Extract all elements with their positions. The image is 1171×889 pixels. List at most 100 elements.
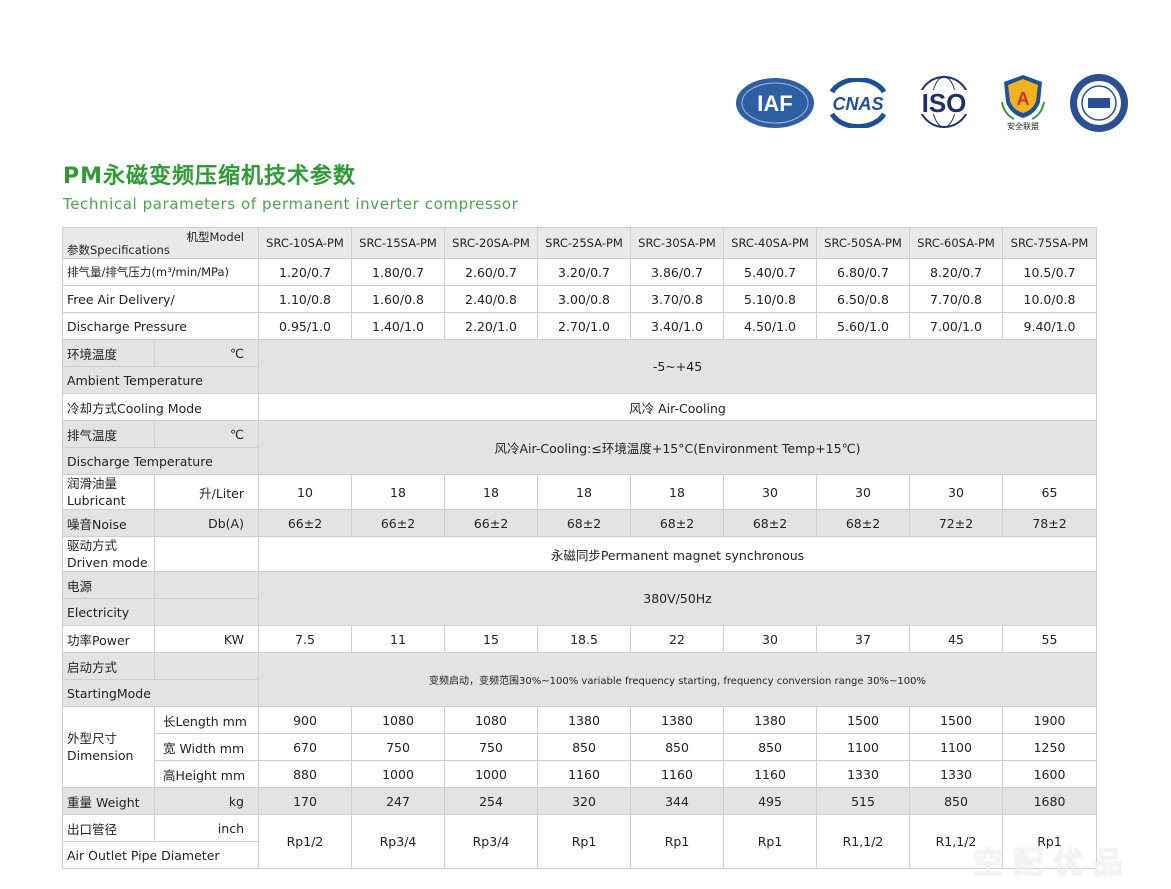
table-cell: R1,1/2 bbox=[909, 814, 1003, 869]
table-header-row: 机型Model 参数Specifications SRC-10SA-PM SRC… bbox=[62, 227, 1097, 259]
table-row: 噪音Noise Db(A) 66±2 66±2 66±2 68±2 68±2 6… bbox=[62, 509, 1097, 537]
merged-value-cell: 变频启动，变频范围30%~100% variable frequency sta… bbox=[258, 652, 1097, 707]
table-row: Electricity bbox=[62, 598, 1097, 626]
iaf-logo-icon: IAF bbox=[734, 76, 816, 130]
table-cell: 22 bbox=[630, 625, 724, 653]
shield-letter: A bbox=[1017, 89, 1030, 109]
table-row: StartingMode bbox=[62, 679, 1097, 707]
table-cell: 515 bbox=[816, 787, 910, 815]
model-header: SRC-75SA-PM bbox=[1002, 227, 1097, 259]
header-spec-label: 参数Specifications bbox=[67, 243, 170, 257]
page-title: PM永磁变频压缩机技术参数 bbox=[63, 164, 357, 189]
row-label-cn: 润滑油量 bbox=[67, 476, 118, 491]
table-cell: 1380 bbox=[537, 706, 631, 734]
table-cell: 30 bbox=[723, 474, 817, 510]
model-header: SRC-15SA-PM bbox=[351, 227, 445, 259]
table-cell: 1.20/0.7 bbox=[258, 258, 352, 286]
table-cell: Rp3/4 bbox=[351, 814, 445, 869]
row-label-cn: 外型尺寸 bbox=[67, 731, 118, 746]
table-cell: 900 bbox=[258, 706, 352, 734]
page-subtitle: Technical parameters of permanent invert… bbox=[63, 195, 519, 213]
row-label-cn: 驱动方式 bbox=[67, 538, 118, 553]
row-label: 出口管径 bbox=[62, 814, 155, 842]
table-cell: 750 bbox=[351, 733, 445, 761]
row-unit bbox=[154, 536, 259, 572]
table-cell: 3.70/0.8 bbox=[630, 285, 724, 313]
model-header: SRC-60SA-PM bbox=[909, 227, 1003, 259]
table-cell: 68±2 bbox=[723, 509, 817, 537]
table-row: Discharge Pressure 0.95/1.0 1.40/1.0 2.2… bbox=[62, 312, 1097, 340]
row-label: 冷却方式Cooling Mode bbox=[62, 393, 259, 421]
iaf-logo-text: IAF bbox=[757, 91, 792, 116]
model-header: SRC-25SA-PM bbox=[537, 227, 631, 259]
table-cell: 2.70/1.0 bbox=[537, 312, 631, 340]
table-cell: R1,1/2 bbox=[816, 814, 910, 869]
model-header: SRC-20SA-PM bbox=[444, 227, 538, 259]
iso-logo-text: ISO bbox=[922, 88, 967, 118]
merged-value-cell: 380V/50Hz bbox=[258, 571, 1097, 626]
table-cell: 18 bbox=[351, 474, 445, 510]
table-cell: 1380 bbox=[630, 706, 724, 734]
table-row: 环境温度 ℃ -5~+45 bbox=[62, 339, 1097, 394]
table-cell: 66±2 bbox=[444, 509, 538, 537]
table-cell: 65 bbox=[1002, 474, 1097, 510]
table-cell: 170 bbox=[258, 787, 352, 815]
safety-alliance-shield-icon: A 安全联盟 bbox=[998, 72, 1048, 132]
table-cell: 1500 bbox=[816, 706, 910, 734]
table-cell: 850 bbox=[630, 733, 724, 761]
table-cell: 1500 bbox=[909, 706, 1003, 734]
row-label-en: Dimension bbox=[67, 748, 134, 763]
table-cell: 1000 bbox=[444, 760, 538, 788]
spec-table: 机型Model 参数Specifications SRC-10SA-PM SRC… bbox=[62, 227, 1097, 869]
table-cell: 10 bbox=[258, 474, 352, 510]
table-cell: 11 bbox=[351, 625, 445, 653]
row-label: Discharge Pressure bbox=[62, 312, 259, 340]
table-cell: 30 bbox=[909, 474, 1003, 510]
row-unit bbox=[154, 598, 259, 626]
merged-value-cell: -5~+45 bbox=[258, 339, 1097, 394]
table-cell: Rp3/4 bbox=[444, 814, 538, 869]
table-cell: 78±2 bbox=[1002, 509, 1097, 537]
row-label: Air Outlet Pipe Diameter bbox=[62, 841, 259, 869]
shield-caption: 安全联盟 bbox=[1007, 121, 1039, 131]
table-cell: 30 bbox=[816, 474, 910, 510]
table-cell: 1900 bbox=[1002, 706, 1097, 734]
table-row: Discharge Temperature bbox=[62, 447, 1097, 475]
row-unit bbox=[154, 571, 259, 599]
table-cell: 1000 bbox=[351, 760, 445, 788]
table-cell: 880 bbox=[258, 760, 352, 788]
table-row: Ambient Temperature bbox=[62, 366, 1097, 394]
table-row: 外型尺寸 Dimension 长Length mm 900 1080 1080 … bbox=[62, 706, 1097, 788]
watermark-text: 空配优品 bbox=[973, 846, 1133, 881]
table-cell: 0.95/1.0 bbox=[258, 312, 352, 340]
table-cell: 1.40/1.0 bbox=[351, 312, 445, 340]
table-cell: 2.40/0.8 bbox=[444, 285, 538, 313]
table-cell: 1380 bbox=[723, 706, 817, 734]
table-cell: 18 bbox=[630, 474, 724, 510]
table-cell: 7.5 bbox=[258, 625, 352, 653]
row-label: StartingMode bbox=[62, 679, 259, 707]
merged-value-cell: 风冷Air-Cooling:≤环境温度+15°C(Environment Tem… bbox=[258, 420, 1097, 475]
row-label: Ambient Temperature bbox=[62, 366, 259, 394]
table-cell: 68±2 bbox=[537, 509, 631, 537]
table-cell: 2.60/0.7 bbox=[444, 258, 538, 286]
table-cell: 1330 bbox=[909, 760, 1003, 788]
table-cell: 1160 bbox=[630, 760, 724, 788]
table-cell: 1.80/0.7 bbox=[351, 258, 445, 286]
merged-value-cell: 风冷 Air-Cooling bbox=[258, 393, 1097, 421]
table-cell: Rp1 bbox=[1002, 814, 1097, 869]
row-unit: 长Length mm bbox=[154, 706, 259, 734]
table-row: 润滑油量 Lubricant 升/Liter 10 18 18 18 18 30… bbox=[62, 474, 1097, 510]
table-row: 排气温度 ℃ 风冷Air-Cooling:≤环境温度+15°C(Environm… bbox=[62, 420, 1097, 475]
certification-logos: IAF CNAS ISO A 安全联盟 bbox=[734, 72, 1134, 134]
row-label: 排气量/排气压力(m³/min/MPa) bbox=[62, 258, 259, 286]
row-unit: 宽 Width mm bbox=[154, 733, 259, 761]
table-cell: 9.40/1.0 bbox=[1002, 312, 1097, 340]
table-cell: 1080 bbox=[444, 706, 538, 734]
table-cell: 850 bbox=[723, 733, 817, 761]
table-cell: 247 bbox=[351, 787, 445, 815]
row-unit: 高Height mm bbox=[154, 760, 259, 788]
table-row: 宽 Width mm 670 750 750 850 850 850 1100 … bbox=[63, 733, 1097, 761]
table-cell: 850 bbox=[909, 787, 1003, 815]
model-header: SRC-50SA-PM bbox=[816, 227, 910, 259]
